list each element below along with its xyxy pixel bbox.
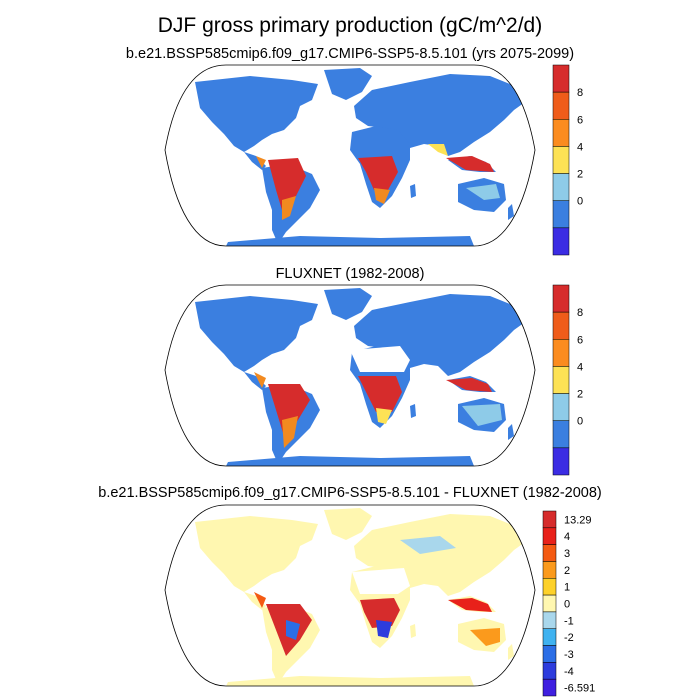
colorbar-label: 4 <box>577 361 583 373</box>
colorbar-swatch <box>542 662 557 680</box>
colorbar-label: 1 <box>564 582 570 594</box>
colorbar-label: 2 <box>564 565 570 577</box>
colorbar-label: 0 <box>577 196 583 208</box>
colorbar-label: 4 <box>577 141 583 153</box>
colorbar-swatch <box>552 366 570 394</box>
colorbar-label: 2 <box>577 389 583 401</box>
colorbar-swatch <box>552 447 570 476</box>
colorbar-label: 0 <box>577 416 583 428</box>
colorbar-label: 2 <box>577 169 583 181</box>
colorbar-swatch <box>552 227 570 256</box>
colorbar-swatch <box>552 393 570 421</box>
panel-1-land <box>195 68 528 246</box>
colorbar-swatch <box>552 311 570 340</box>
colorbar-swatch <box>542 678 557 697</box>
colorbar-swatch <box>542 645 557 663</box>
colorbar-label: -2 <box>564 632 574 644</box>
colorbar-label: 8 <box>577 307 583 319</box>
colorbar-label: -4 <box>564 666 574 678</box>
colorbar-swatch <box>542 611 557 629</box>
colorbar-label: 6 <box>577 334 583 346</box>
colorbar-label: -1 <box>564 615 574 627</box>
panel-3-land <box>195 508 528 686</box>
colorbar-swatch <box>552 146 570 174</box>
panel-1-colorbar: 8 6 4 2 0 <box>552 64 583 256</box>
colorbar-label: 13.29 <box>564 514 592 526</box>
panel-3-map: 13.29 4 3 2 1 0 -1 -2 -3 -4 -6.591 <box>164 504 595 697</box>
panel-2-land <box>195 288 528 466</box>
colorbar-swatch <box>552 64 570 93</box>
colorbar-swatch <box>552 173 570 201</box>
colorbar-label: 3 <box>564 548 570 560</box>
colorbar-label: 8 <box>577 87 583 99</box>
colorbar-swatch <box>542 628 557 646</box>
colorbar-label: 4 <box>564 531 570 543</box>
colorbar-swatch <box>542 594 557 613</box>
colorbar-label: -3 <box>564 649 574 661</box>
panel-3-subtitle: b.e21.BSSP585cmip6.f09_g17.CMIP6-SSP5-8.… <box>98 485 602 501</box>
panel-3-globe-outline <box>164 504 536 687</box>
colorbar-swatch <box>552 91 570 120</box>
colorbar-swatch <box>542 561 557 579</box>
colorbar-label: 6 <box>577 114 583 126</box>
colorbar-swatch <box>542 527 557 545</box>
panel-1-subtitle: b.e21.BSSP585cmip6.f09_g17.CMIP6-SSP5-8.… <box>125 46 575 62</box>
panel-2-subtitle: FLUXNET (1982-2008) <box>275 266 425 282</box>
colorbar-swatch <box>552 420 570 449</box>
colorbar-label: 0 <box>564 599 570 611</box>
panel-2-globe-outline <box>164 284 536 467</box>
colorbar-swatch <box>552 284 570 313</box>
colorbar-swatch <box>552 339 570 367</box>
panel-1-map: 8 6 4 2 0 <box>164 64 583 256</box>
colorbar-swatch <box>542 578 557 596</box>
colorbar-swatch <box>552 119 570 147</box>
colorbar-swatch <box>542 510 557 529</box>
panel-2-map: 8 6 4 2 0 <box>164 284 583 476</box>
panel-1-globe-outline <box>164 64 536 247</box>
panel-3-colorbar: 13.29 4 3 2 1 0 -1 -2 -3 -4 -6.591 <box>542 510 595 697</box>
colorbar-swatch <box>552 200 570 229</box>
figure-title: DJF gross primary production (gC/m^2/d) <box>157 14 543 37</box>
colorbar-swatch <box>542 544 557 562</box>
panel-2-colorbar: 8 6 4 2 0 <box>552 284 583 476</box>
colorbar-label: -6.591 <box>564 683 595 695</box>
